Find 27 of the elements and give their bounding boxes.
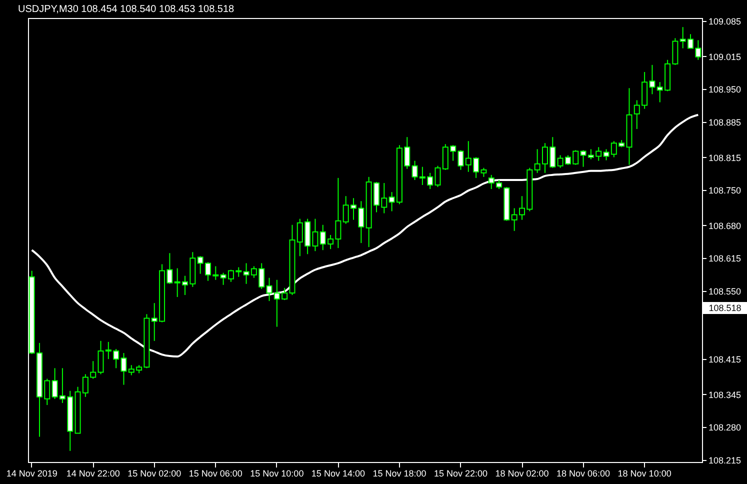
y-tick-label: 108.885 xyxy=(708,117,742,128)
x-tick-label: 14 Nov 22:00 xyxy=(66,468,120,478)
x-tick-label: 15 Nov 14:00 xyxy=(311,468,365,478)
y-tick-label: 108.615 xyxy=(708,254,742,264)
y-tick-label: 108.415 xyxy=(708,354,742,365)
y-tick-label: 108.345 xyxy=(708,390,742,400)
x-tick-label: 15 Nov 02:00 xyxy=(128,468,182,478)
y-tick-label: 108.680 xyxy=(708,220,742,231)
y-tick-label: 108.950 xyxy=(708,84,742,95)
x-tick-label: 15 Nov 06:00 xyxy=(188,468,242,478)
x-tick-label: 18 Nov 02:00 xyxy=(495,468,549,478)
y-tick-label: 108.815 xyxy=(708,152,742,163)
x-tick-label: 15 Nov 22:00 xyxy=(434,468,488,478)
text: 108.518 xyxy=(708,303,742,313)
y-tick-label: 108.280 xyxy=(708,422,742,433)
x-tick-label: 15 Nov 10:00 xyxy=(250,468,304,478)
line-series xyxy=(30,114,700,358)
y-tick-label: 109.015 xyxy=(708,52,742,62)
y-tick-label: 108.550 xyxy=(708,286,742,296)
chart-title: USDJPY,M30 108.454 108.540 108.453 108.518 xyxy=(18,4,235,15)
x-tick-label: 18 Nov 06:00 xyxy=(556,468,610,478)
y-tick-label: 108.750 xyxy=(708,186,742,196)
x-tick-label: 15 Nov 18:00 xyxy=(372,468,426,478)
y-tick-label: 108.215 xyxy=(708,455,742,466)
x-tick-label: 18 Nov 10:00 xyxy=(618,468,672,478)
x-tick-label: 14 Nov 2019 xyxy=(6,468,58,478)
y-tick-label: 109.085 xyxy=(708,16,742,27)
